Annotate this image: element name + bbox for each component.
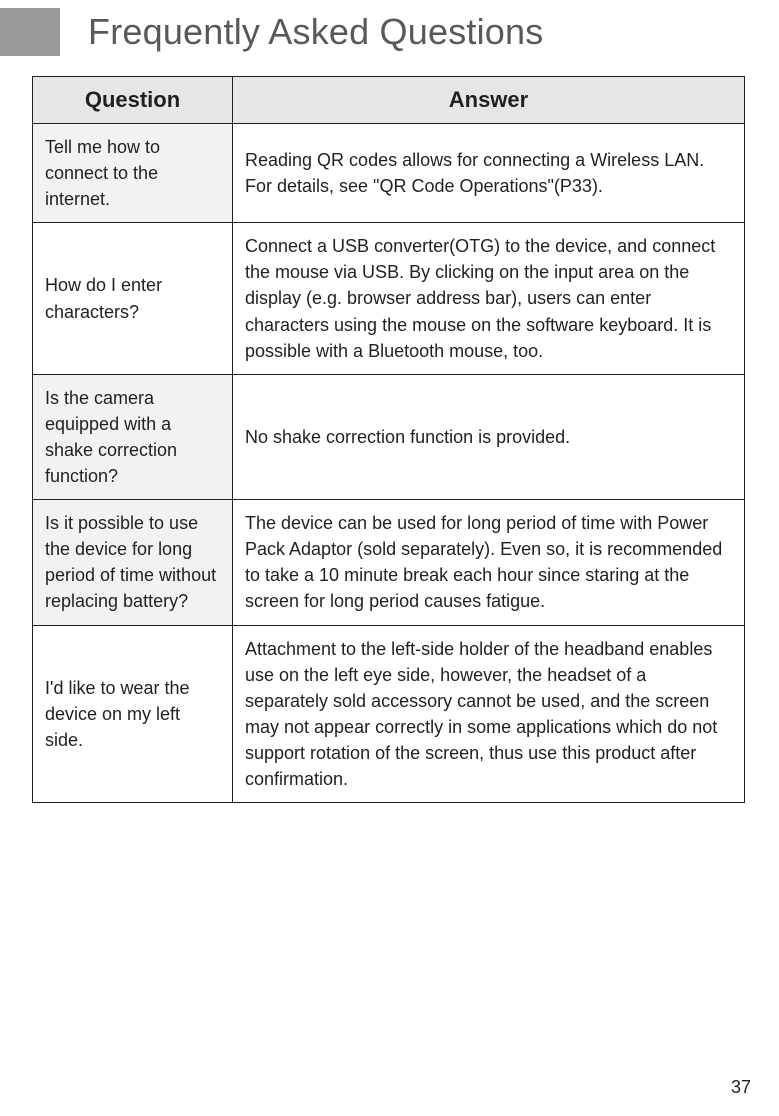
question-cell: Is the camera equipped with a shake corr… [33, 374, 233, 499]
column-header-question: Question [33, 77, 233, 124]
answer-cell: Reading QR codes allows for connecting a… [233, 124, 745, 223]
question-cell: How do I enter characters? [33, 223, 233, 374]
question-cell: I'd like to wear the device on my left s… [33, 625, 233, 803]
page-number: 37 [731, 1077, 751, 1098]
page-header: Frequently Asked Questions [0, 0, 779, 56]
table-row: Is the camera equipped with a shake corr… [33, 374, 745, 499]
table-header-row: Question Answer [33, 77, 745, 124]
column-header-answer: Answer [233, 77, 745, 124]
question-cell: Tell me how to connect to the internet. [33, 124, 233, 223]
faq-table-body: Tell me how to connect to the internet.R… [33, 124, 745, 803]
faq-table: Question Answer Tell me how to connect t… [32, 76, 745, 803]
table-row: How do I enter characters?Connect a USB … [33, 223, 745, 374]
header-accent-block [0, 8, 60, 56]
table-row: Tell me how to connect to the internet.R… [33, 124, 745, 223]
answer-cell: Attachment to the left-side holder of th… [233, 625, 745, 803]
question-cell: Is it possible to use the device for lon… [33, 500, 233, 625]
table-row: Is it possible to use the device for lon… [33, 500, 745, 625]
answer-cell: The device can be used for long period o… [233, 500, 745, 625]
answer-cell: No shake correction function is provided… [233, 374, 745, 499]
table-row: I'd like to wear the device on my left s… [33, 625, 745, 803]
page-title: Frequently Asked Questions [88, 11, 543, 53]
answer-cell: Connect a USB converter(OTG) to the devi… [233, 223, 745, 374]
